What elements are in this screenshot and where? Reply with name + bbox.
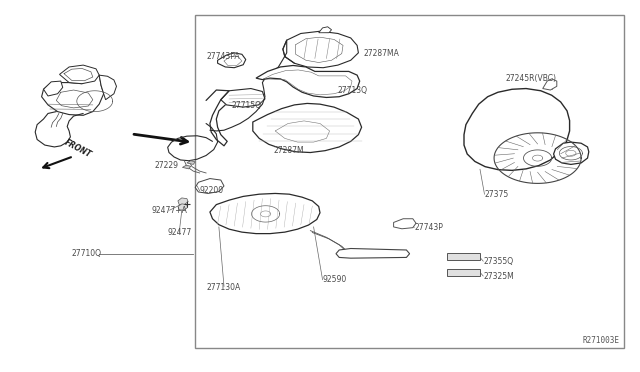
Polygon shape [283, 31, 358, 68]
Text: 277130A: 277130A [206, 283, 241, 292]
Polygon shape [178, 198, 188, 205]
Polygon shape [99, 75, 116, 100]
Text: 92590: 92590 [323, 275, 347, 284]
Polygon shape [182, 165, 191, 169]
Polygon shape [554, 142, 589, 164]
Text: 92200: 92200 [200, 186, 224, 195]
Bar [447, 253, 480, 260]
Text: 27743PA: 27743PA [206, 52, 240, 61]
Text: 92477: 92477 [167, 228, 191, 237]
Polygon shape [44, 81, 63, 96]
Polygon shape [221, 89, 265, 107]
Text: 27375: 27375 [484, 190, 509, 199]
Text: 27715Q: 27715Q [232, 101, 262, 110]
Polygon shape [178, 204, 188, 210]
Polygon shape [253, 103, 362, 153]
Text: 27287MA: 27287MA [364, 49, 399, 58]
Polygon shape [210, 193, 320, 234]
Text: 27325M: 27325M [483, 272, 514, 280]
Bar [447, 269, 480, 276]
Polygon shape [60, 65, 99, 84]
Text: 27355Q: 27355Q [483, 257, 513, 266]
Text: 92477+A: 92477+A [152, 206, 188, 215]
Polygon shape [543, 79, 557, 90]
Polygon shape [256, 65, 360, 97]
Polygon shape [319, 27, 332, 33]
Text: 27743P: 27743P [414, 223, 443, 232]
Text: 27245R(VBC): 27245R(VBC) [506, 74, 557, 83]
Polygon shape [336, 248, 410, 258]
Text: R271003E: R271003E [582, 336, 620, 345]
Polygon shape [218, 53, 246, 68]
Text: 27229: 27229 [155, 161, 179, 170]
Polygon shape [187, 161, 195, 164]
Bar [195, 15, 624, 348]
Text: 27287M: 27287M [273, 146, 304, 155]
Text: 27713Q: 27713Q [338, 86, 368, 94]
Polygon shape [195, 179, 224, 193]
Polygon shape [394, 219, 416, 229]
Polygon shape [42, 75, 104, 115]
Text: 27710Q: 27710Q [72, 249, 102, 258]
Polygon shape [464, 89, 570, 170]
Text: FRONT: FRONT [63, 138, 93, 160]
